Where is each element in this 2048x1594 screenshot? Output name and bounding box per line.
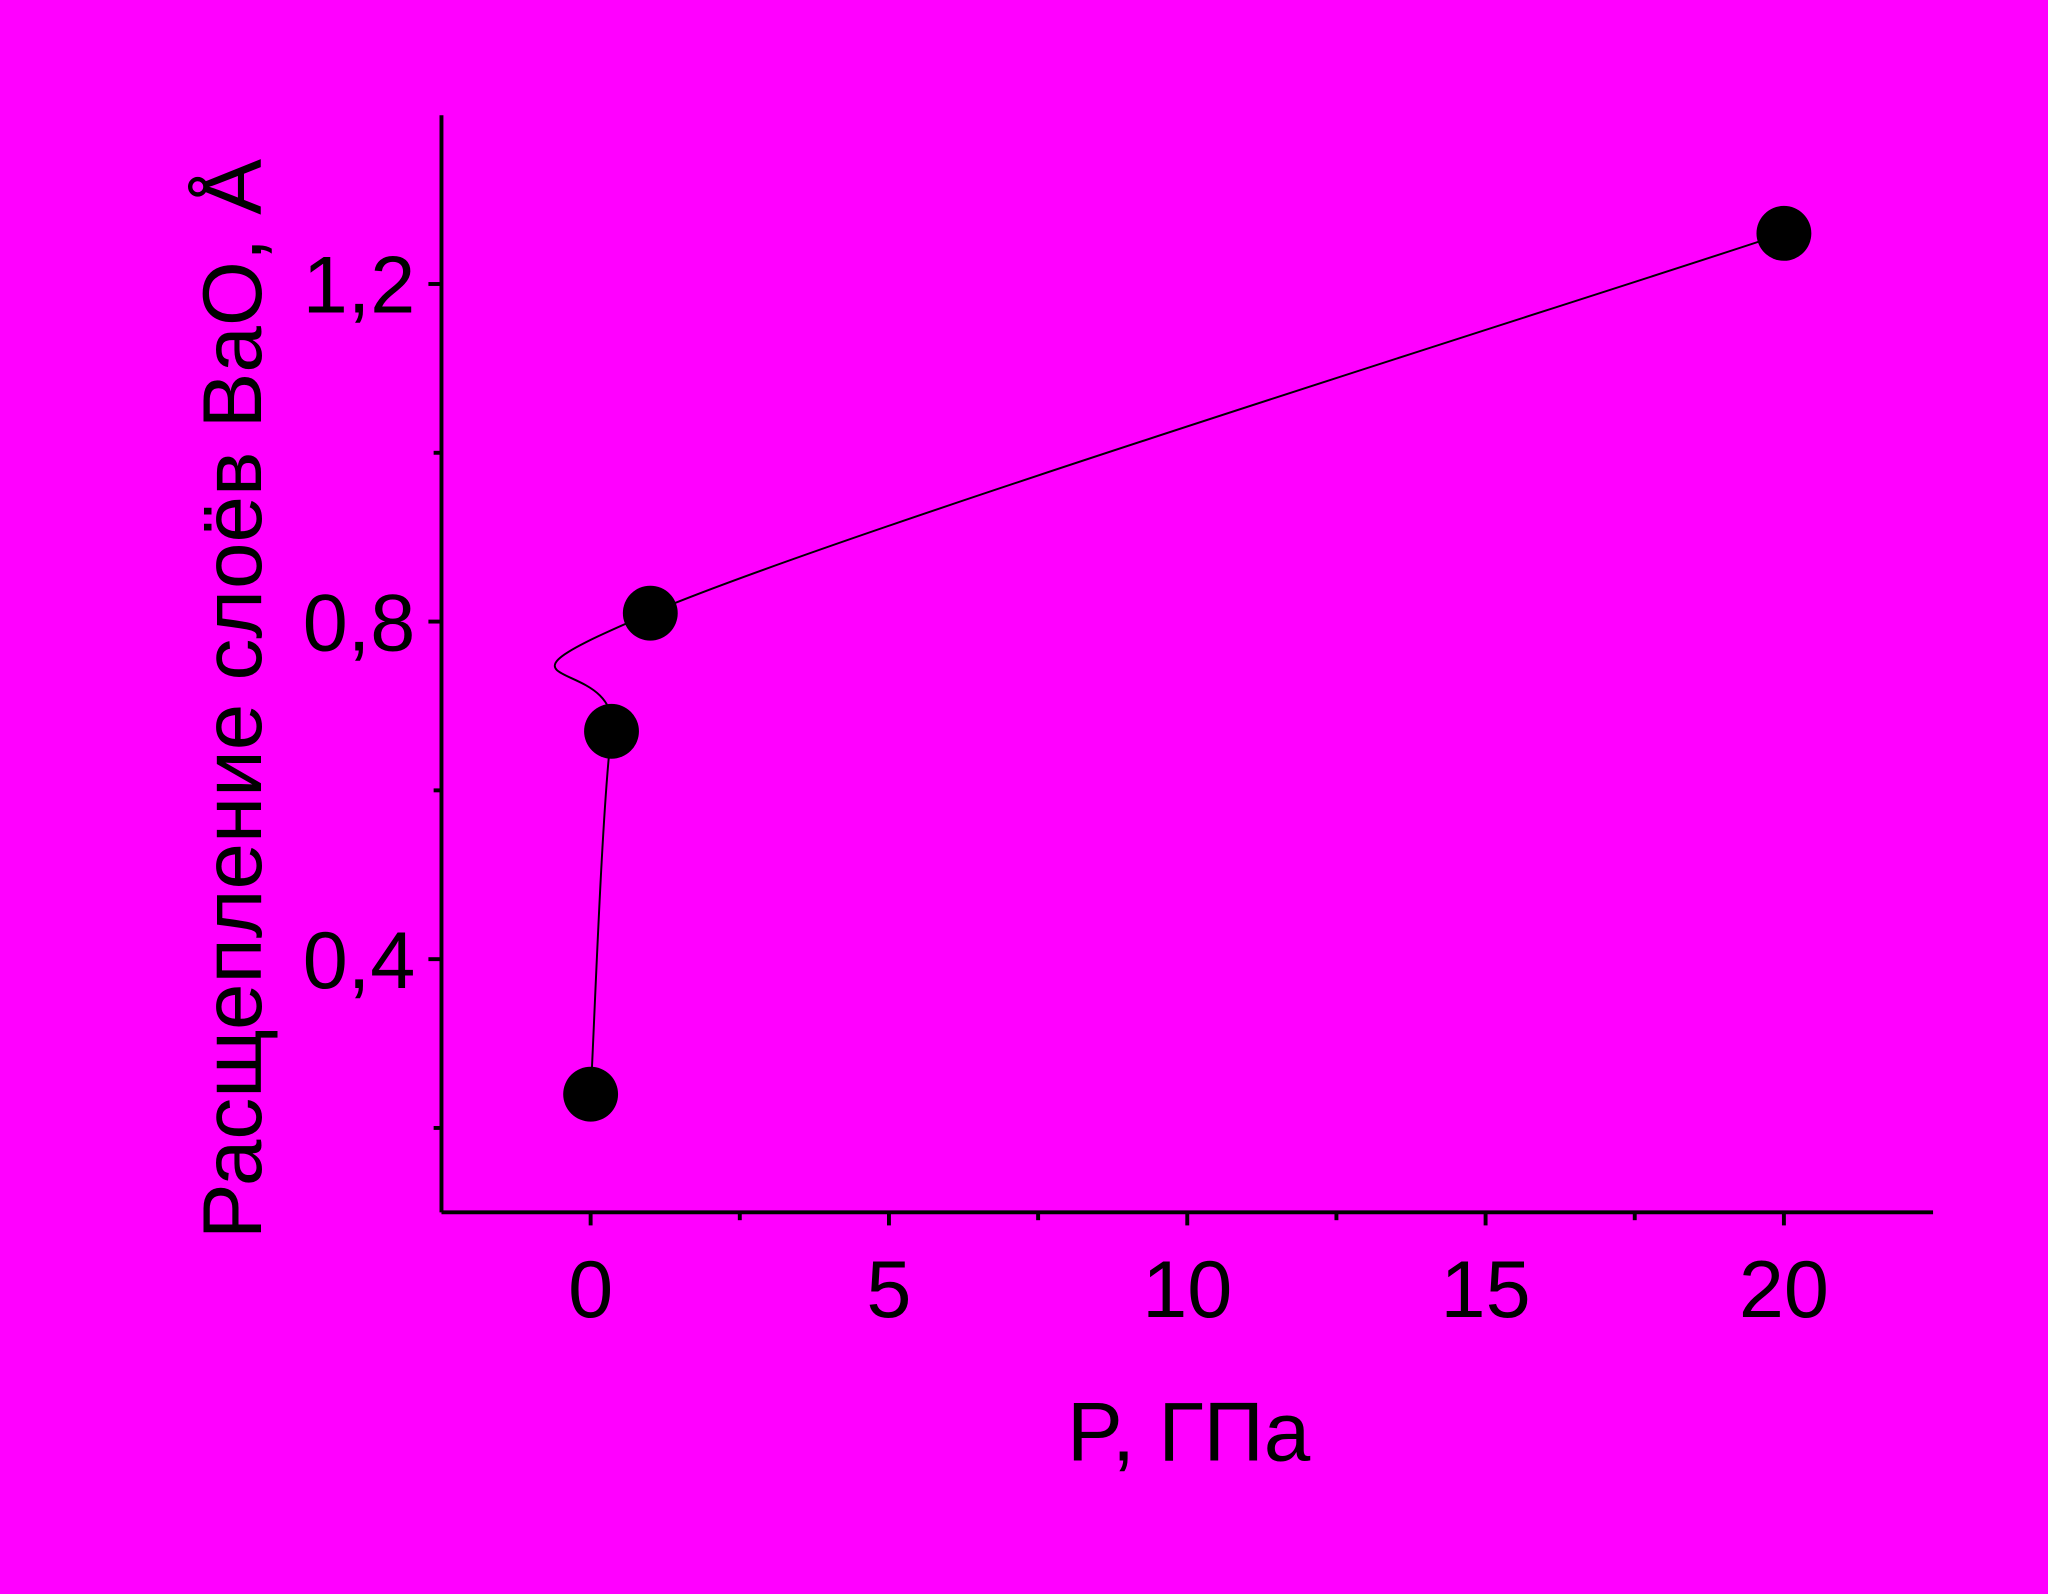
x-tick-label: 5 [866,1245,911,1335]
x-axis-label: P, ГПа [1067,1385,1311,1479]
x-tick-label: 20 [1739,1245,1829,1335]
x-tick-label: 15 [1441,1245,1531,1335]
point [584,703,639,759]
y-axis-label: Расщепление слоёв BaO, Å [185,159,279,1239]
x-tick-label: 10 [1142,1245,1232,1335]
x-tick-label: 0 [568,1245,613,1335]
y-tick-label: 0,8 [303,578,416,668]
y-tick-label: 1,2 [303,241,416,331]
point [1756,205,1812,261]
y-tick-label: 0,4 [303,916,416,1006]
point [622,585,678,641]
line [553,232,1785,1095]
point [563,1066,619,1122]
